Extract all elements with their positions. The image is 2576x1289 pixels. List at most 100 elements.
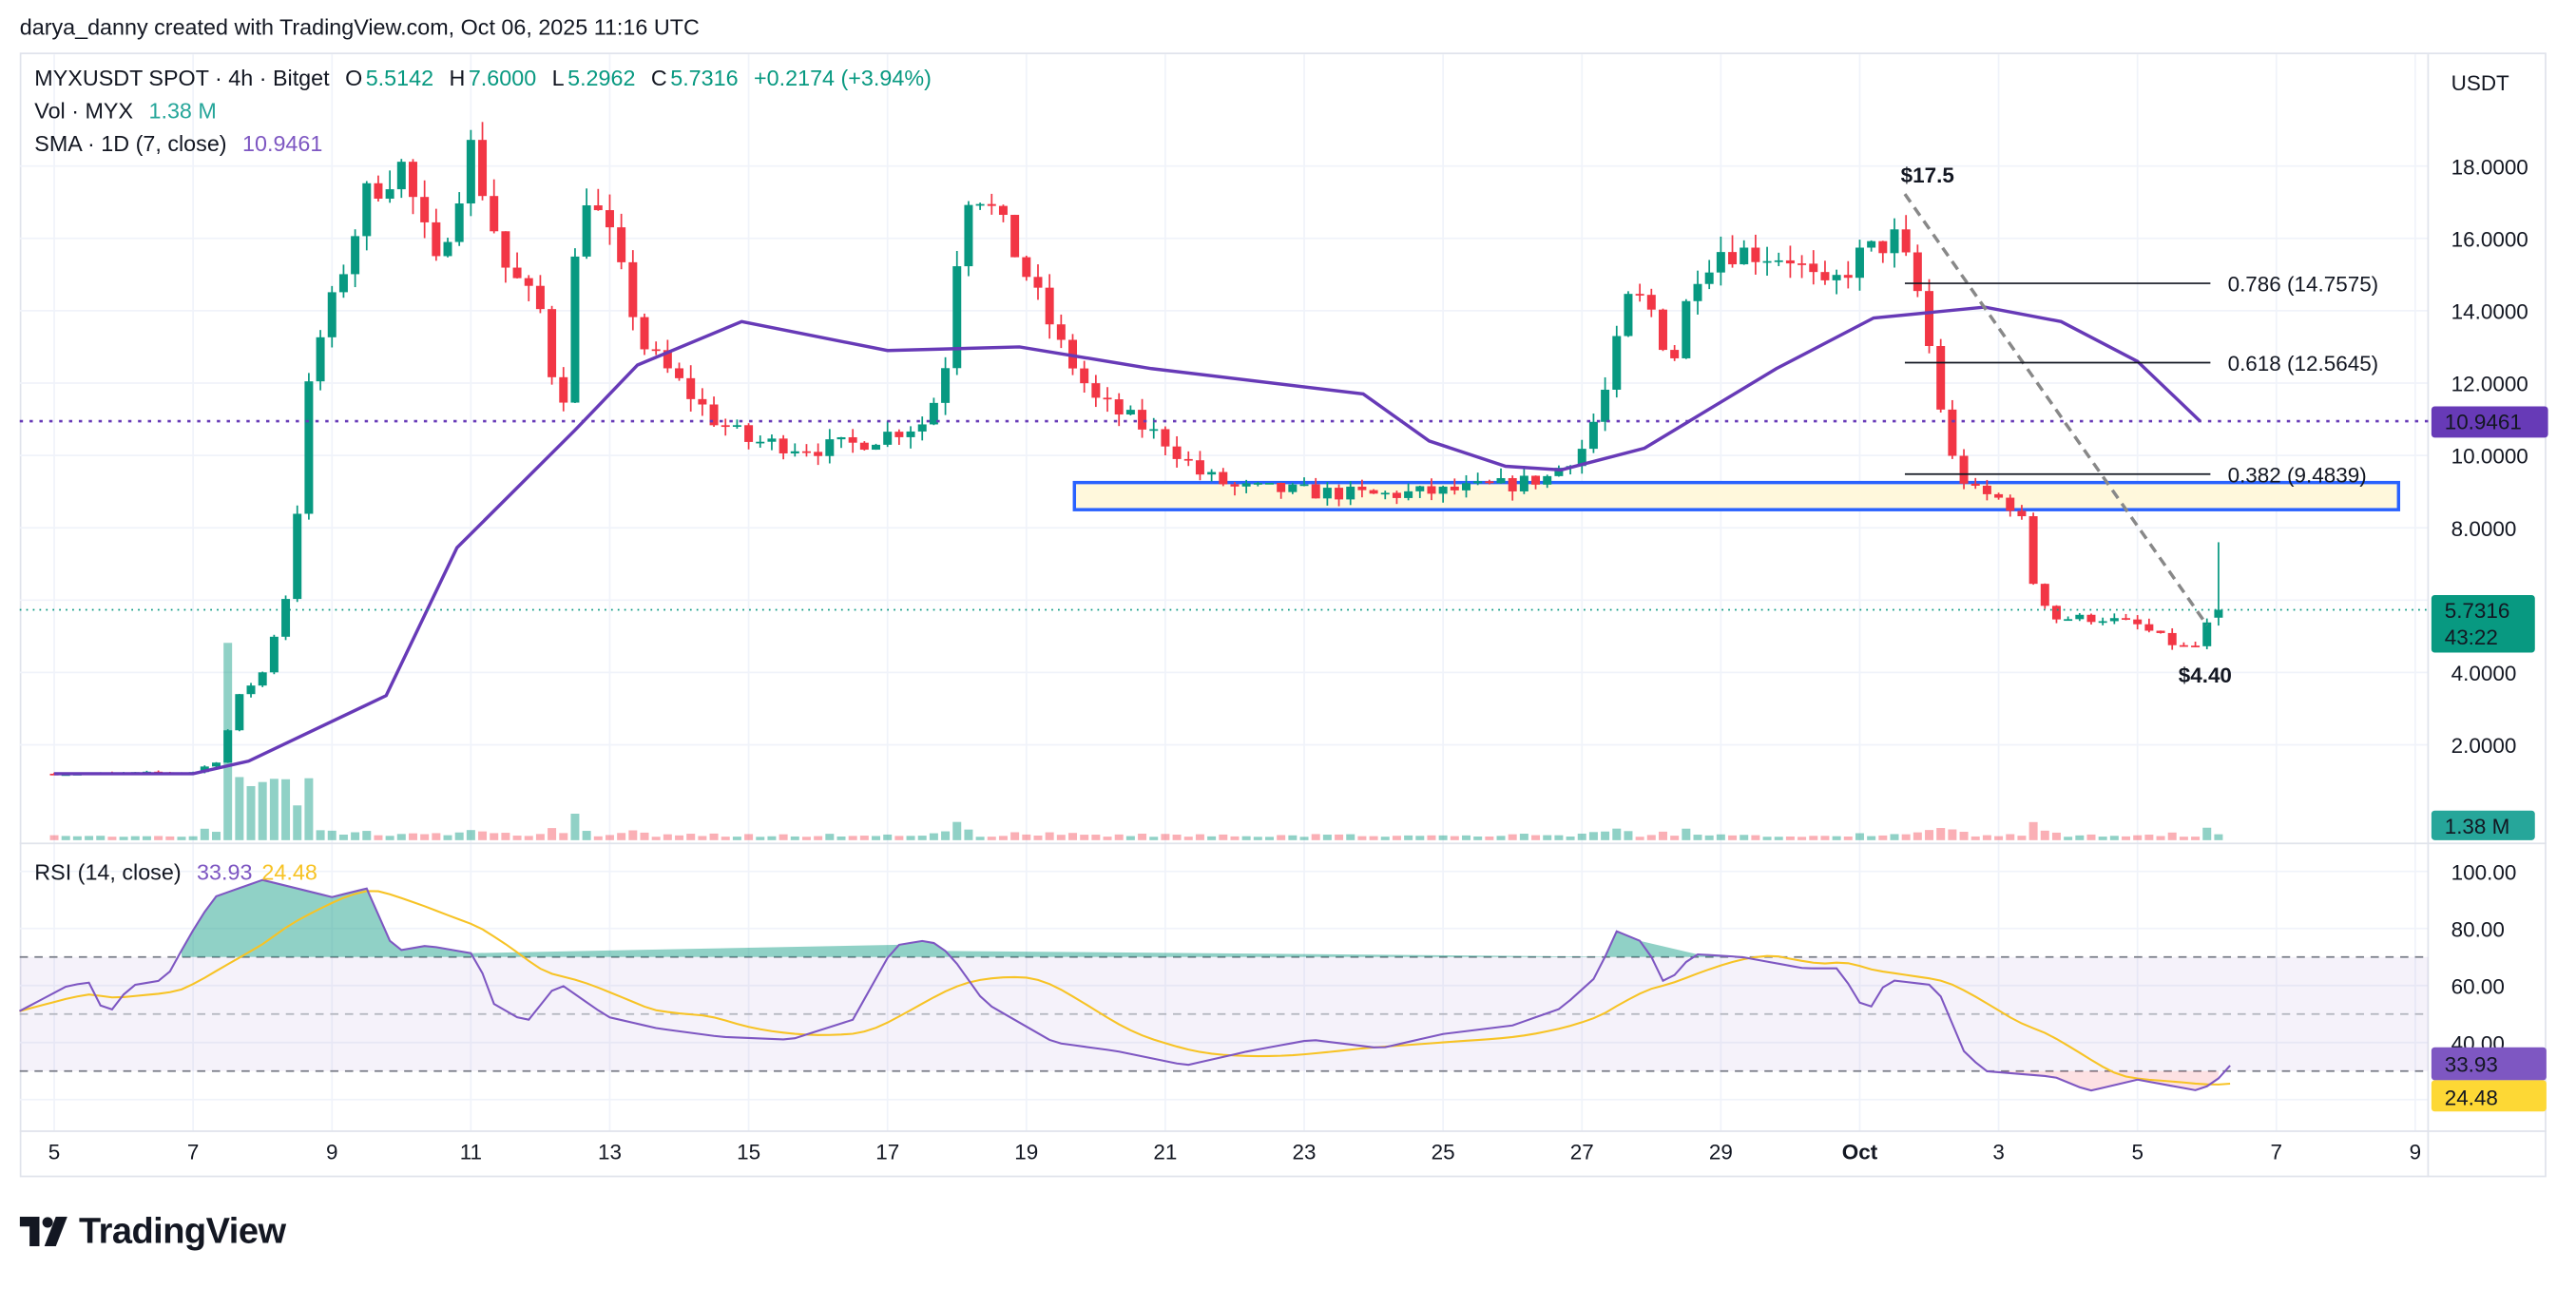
candle[interactable] <box>1172 435 1182 468</box>
candle[interactable] <box>1450 478 1459 495</box>
candle[interactable] <box>617 213 626 270</box>
candle[interactable] <box>640 313 649 356</box>
candle[interactable] <box>1867 240 1876 252</box>
candle[interactable] <box>1207 469 1217 482</box>
candle[interactable] <box>859 441 869 451</box>
candle[interactable] <box>478 122 488 201</box>
candle[interactable] <box>675 362 684 381</box>
trend-line[interactable] <box>1903 193 2209 626</box>
candle[interactable] <box>2122 613 2131 621</box>
candle[interactable] <box>1682 298 1691 359</box>
candle[interactable] <box>1740 240 1749 265</box>
candle[interactable] <box>1820 260 1830 285</box>
candle[interactable] <box>1577 439 1586 474</box>
candle[interactable] <box>269 634 279 675</box>
candle[interactable] <box>1508 475 1517 501</box>
candle[interactable] <box>744 423 754 450</box>
candle[interactable] <box>2006 494 2015 517</box>
candle[interactable] <box>1161 426 1170 456</box>
candle[interactable] <box>1543 474 1552 489</box>
candle[interactable] <box>235 693 244 732</box>
candle[interactable] <box>998 204 1008 222</box>
candle[interactable] <box>385 170 394 203</box>
candle[interactable] <box>1601 376 1610 432</box>
candle[interactable] <box>1878 240 1888 263</box>
candle[interactable] <box>2214 542 2223 626</box>
candle[interactable] <box>686 365 696 412</box>
candle[interactable] <box>1288 482 1298 494</box>
candle[interactable] <box>1241 479 1251 493</box>
candle[interactable] <box>1693 270 1702 315</box>
candle[interactable] <box>1125 405 1135 416</box>
candle[interactable] <box>1959 449 1969 490</box>
candle[interactable] <box>1114 393 1124 427</box>
candle[interactable] <box>1335 484 1344 507</box>
candle[interactable] <box>1809 250 1818 285</box>
candle[interactable] <box>732 419 741 430</box>
candle[interactable] <box>512 252 522 279</box>
candle[interactable] <box>1485 479 1494 485</box>
candle[interactable] <box>848 429 857 453</box>
candle[interactable] <box>663 339 672 374</box>
candle[interactable] <box>2098 617 2107 625</box>
candle[interactable] <box>1253 481 1262 487</box>
candle[interactable] <box>1588 414 1598 453</box>
candle[interactable] <box>362 181 372 251</box>
candle[interactable] <box>2028 512 2038 586</box>
candle[interactable] <box>1427 478 1436 501</box>
candle[interactable] <box>906 426 915 449</box>
candle[interactable] <box>1843 260 1853 289</box>
candle[interactable] <box>1091 375 1101 408</box>
volume-label[interactable]: Vol · MYX <box>34 98 134 124</box>
candle[interactable] <box>1936 338 1946 414</box>
candle[interactable] <box>223 729 233 763</box>
candle[interactable] <box>1045 274 1054 339</box>
candle[interactable] <box>374 175 383 202</box>
candle[interactable] <box>582 188 591 260</box>
candle[interactable] <box>408 159 417 215</box>
candle[interactable] <box>1080 360 1089 393</box>
candle[interactable] <box>1277 482 1286 499</box>
candle[interactable] <box>605 194 614 245</box>
candle[interactable] <box>1265 482 1274 485</box>
candle[interactable] <box>1219 468 1228 487</box>
candle[interactable] <box>212 761 221 768</box>
candle[interactable] <box>1646 288 1656 317</box>
candle[interactable] <box>1022 255 1031 281</box>
candle[interactable] <box>964 201 973 277</box>
candle[interactable] <box>338 264 348 298</box>
candle[interactable] <box>443 238 452 258</box>
candle[interactable] <box>1612 325 1622 398</box>
candle[interactable] <box>929 397 938 426</box>
candle[interactable] <box>1762 246 1772 276</box>
candle[interactable] <box>2064 616 2073 622</box>
candle[interactable] <box>1461 474 1471 498</box>
candle[interactable] <box>351 229 360 288</box>
candle[interactable] <box>1797 255 1807 279</box>
candle[interactable] <box>432 208 441 261</box>
candle[interactable] <box>1785 245 1795 279</box>
candle[interactable] <box>454 192 464 246</box>
candle[interactable] <box>396 159 406 199</box>
candle[interactable] <box>2109 613 2119 625</box>
candle[interactable] <box>1056 314 1066 349</box>
candle[interactable] <box>2075 613 2085 622</box>
candle[interactable] <box>1925 279 1934 354</box>
candle[interactable] <box>1103 387 1112 413</box>
candle[interactable] <box>1774 252 1783 266</box>
candle[interactable] <box>2202 618 2212 649</box>
candle[interactable] <box>1299 477 1309 487</box>
candle[interactable] <box>709 396 719 428</box>
candle[interactable] <box>698 388 707 416</box>
candle[interactable] <box>1982 479 1991 501</box>
candle[interactable] <box>883 420 893 448</box>
candle[interactable] <box>952 250 962 375</box>
candle[interactable] <box>2086 613 2096 625</box>
tradingview-logo[interactable]: TradingView <box>19 1210 286 1253</box>
candle[interactable] <box>1890 218 1899 268</box>
candle[interactable] <box>1322 481 1332 506</box>
candle[interactable] <box>975 202 985 210</box>
candle[interactable] <box>1751 234 1760 275</box>
candle[interactable] <box>1832 269 1841 295</box>
candle[interactable] <box>756 435 765 448</box>
